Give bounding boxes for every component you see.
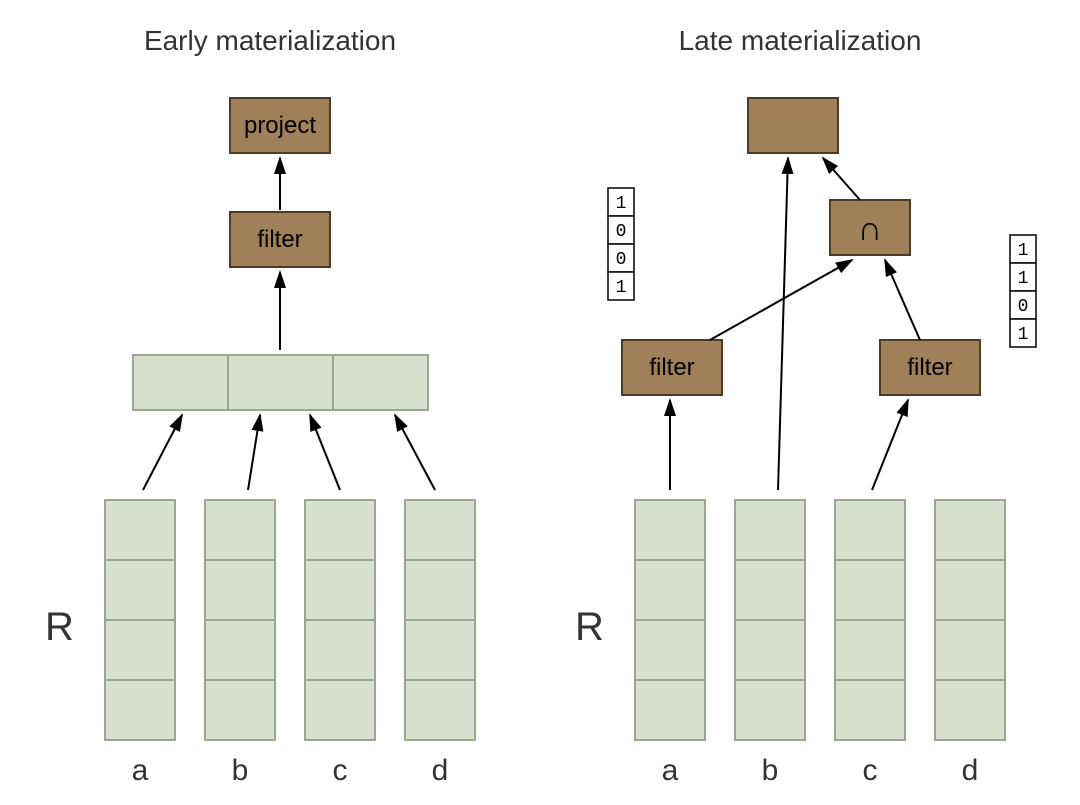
diagram-canvas: Early materialization project filter xyxy=(0,0,1080,805)
col-d-label: d xyxy=(432,754,449,787)
col-b-r: b xyxy=(735,500,805,787)
col-a-r: a xyxy=(635,500,705,787)
arrow-colc-to-filterR xyxy=(872,400,908,490)
arrow-intersect-to-top xyxy=(823,158,860,200)
filter-right-label: filter xyxy=(907,354,952,381)
col-c: c xyxy=(305,500,375,787)
arrow-colb-to-top xyxy=(778,158,788,490)
col-a-label: a xyxy=(132,754,149,787)
columns-right: a b c xyxy=(635,500,1005,787)
arrow-col-a xyxy=(143,415,182,490)
filter-left-box: filter xyxy=(622,340,722,395)
filter-label: filter xyxy=(257,226,302,253)
arrow-col-c xyxy=(310,415,340,490)
columns-left: a b c xyxy=(105,500,475,787)
intersect-box: ∩ xyxy=(830,200,910,255)
col-a: a xyxy=(105,500,175,787)
bitmap-right: 1 1 0 1 xyxy=(1010,235,1036,347)
col-d-r-label: d xyxy=(962,754,979,787)
arrow-filterL-to-intersect xyxy=(710,260,852,340)
filter-box: filter xyxy=(230,212,330,267)
bitmap-right-0: 1 xyxy=(1018,241,1029,261)
intersect-label: ∩ xyxy=(858,210,882,248)
bitmap-left-3: 1 xyxy=(616,278,627,298)
filter-right-box: filter xyxy=(880,340,980,395)
col-b: b xyxy=(205,500,275,787)
col-d-r: d xyxy=(935,500,1005,787)
bitmap-left-0: 1 xyxy=(616,194,627,214)
late-title: Late materialization xyxy=(679,25,922,56)
arrow-col-d xyxy=(395,415,435,490)
project-box: project xyxy=(230,98,330,153)
top-box xyxy=(748,98,838,153)
arrow-col-b xyxy=(248,415,260,490)
r-label-left: R xyxy=(45,605,74,649)
bitmap-right-2: 0 xyxy=(1018,297,1029,317)
early-title: Early materialization xyxy=(144,25,396,56)
bitmap-right-1: 1 xyxy=(1018,269,1029,289)
col-c-label: c xyxy=(333,754,348,787)
bitmap-left-2: 0 xyxy=(616,250,627,270)
col-b-r-label: b xyxy=(762,754,779,787)
col-c-r-label: c xyxy=(863,754,878,787)
r-label-right: R xyxy=(575,605,604,649)
col-b-label: b xyxy=(232,754,249,787)
late-materialization-panel: Late materialization ∩ filter xyxy=(575,25,1036,787)
row-strip xyxy=(133,355,428,410)
col-d: d xyxy=(405,500,475,787)
filter-left-label: filter xyxy=(649,354,694,381)
bitmap-right-3: 1 xyxy=(1018,325,1029,345)
bitmap-left-1: 0 xyxy=(616,222,627,242)
project-label: project xyxy=(244,112,316,139)
col-c-r: c xyxy=(835,500,905,787)
arrow-filterR-to-intersect xyxy=(885,260,920,340)
col-a-r-label: a xyxy=(662,754,679,787)
bitmap-left: 1 0 0 1 xyxy=(608,188,634,300)
early-materialization-panel: Early materialization project filter xyxy=(45,25,475,787)
